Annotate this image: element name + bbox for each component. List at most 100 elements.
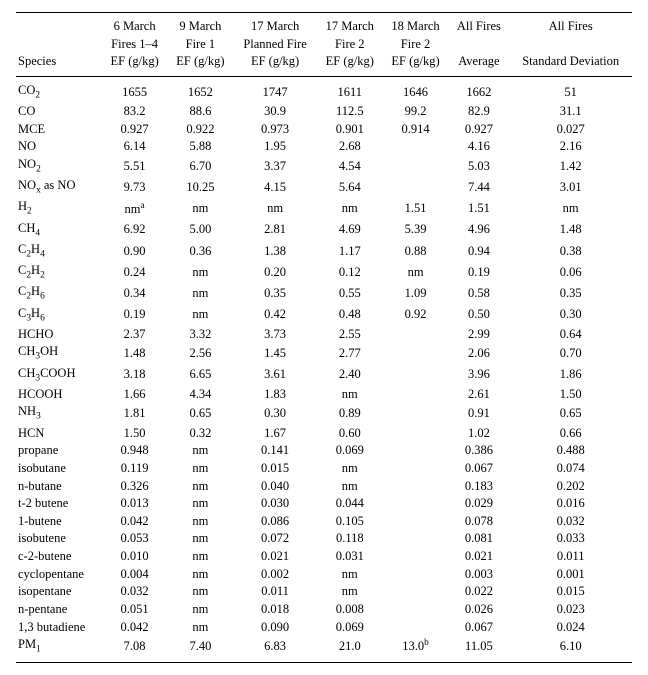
col-header-c1-line1: Fires 1–4: [102, 36, 168, 54]
table-row: isopentane0.032nm0.011nm0.0220.015: [16, 583, 632, 601]
table-row: cyclopentane0.004nm0.002nm0.0030.001: [16, 566, 632, 584]
cell-c3: 0.021: [233, 548, 317, 566]
cell-c7: 6.10: [509, 636, 632, 663]
cell-c6: 5.03: [448, 156, 509, 177]
cell-c4: nm: [317, 478, 383, 496]
cell-c7: 0.38: [509, 241, 632, 262]
cell-c6: 0.94: [448, 241, 509, 262]
cell-c4: nm: [317, 198, 383, 219]
cell-c5: [383, 442, 449, 460]
cell-c4: 0.118: [317, 530, 383, 548]
cell-c6: 0.58: [448, 283, 509, 304]
table-row: isobutene0.053nm0.0720.1180.0810.033: [16, 530, 632, 548]
cell-c4: 21.0: [317, 636, 383, 663]
cell-c2: 2.56: [168, 343, 234, 364]
cell-c6: 0.50: [448, 305, 509, 326]
cell-c7: 0.66: [509, 425, 632, 443]
cell-c2: 7.40: [168, 636, 234, 663]
col-header-c3-line0: 17 March: [233, 13, 317, 36]
table-row: HCHO2.373.323.732.552.990.64: [16, 326, 632, 344]
cell-c3: nm: [233, 198, 317, 219]
table-row: PM17.087.406.8321.013.0b11.056.10: [16, 636, 632, 663]
cell-c6: 0.183: [448, 478, 509, 496]
cell-c5: [383, 548, 449, 566]
cell-c2: 0.65: [168, 403, 234, 424]
col-header-c1-line0: 6 March: [102, 13, 168, 36]
cell-c5: [383, 343, 449, 364]
cell-c6: 0.927: [448, 121, 509, 139]
cell-c2: 4.34: [168, 386, 234, 404]
cell-c3: 0.086: [233, 513, 317, 531]
table-row: C2H20.24nm0.200.12nm0.190.06: [16, 262, 632, 283]
cell-c3: 30.9: [233, 103, 317, 121]
cell-c1: 0.032: [102, 583, 168, 601]
cell-c1: 5.51: [102, 156, 168, 177]
cell-c3: 0.015: [233, 460, 317, 478]
ef-table: 6 March9 March17 March17 March18 MarchAl…: [16, 12, 632, 663]
cell-c7: 0.64: [509, 326, 632, 344]
cell-c1: 0.013: [102, 495, 168, 513]
table-row: 1-butene0.042nm0.0860.1050.0780.032: [16, 513, 632, 531]
cell-c2: nm: [168, 283, 234, 304]
cell-c5: 1646: [383, 76, 449, 103]
cell-c4: nm: [317, 386, 383, 404]
cell-c1: 0.927: [102, 121, 168, 139]
cell-c5: [383, 566, 449, 584]
cell-c4: 0.12: [317, 262, 383, 283]
cell-c4: 0.89: [317, 403, 383, 424]
cell-species: NO: [16, 138, 102, 156]
table-row: n-pentane0.051nm0.0180.0080.0260.023: [16, 601, 632, 619]
col-header-c1-line2: EF (g/kg): [102, 53, 168, 76]
cell-c4: 2.77: [317, 343, 383, 364]
cell-c2: 0.36: [168, 241, 234, 262]
cell-c3: 0.141: [233, 442, 317, 460]
col-header-c3-line2: EF (g/kg): [233, 53, 317, 76]
cell-c2: nm: [168, 198, 234, 219]
cell-c2: nm: [168, 619, 234, 637]
cell-c2: nm: [168, 495, 234, 513]
cell-species: MCE: [16, 121, 102, 139]
cell-c2: nm: [168, 478, 234, 496]
cell-species: PM1: [16, 636, 102, 663]
cell-c6: 0.022: [448, 583, 509, 601]
cell-c5: [383, 326, 449, 344]
cell-c7: 1.42: [509, 156, 632, 177]
cell-c1: 7.08: [102, 636, 168, 663]
cell-c1: 0.326: [102, 478, 168, 496]
cell-c4: 0.105: [317, 513, 383, 531]
table-row: NO6.145.881.952.684.162.16: [16, 138, 632, 156]
cell-c6: 4.96: [448, 220, 509, 241]
cell-c5: [383, 425, 449, 443]
cell-c5: [383, 495, 449, 513]
cell-species: C3H6: [16, 305, 102, 326]
cell-c5: 99.2: [383, 103, 449, 121]
table-row: H2nmanmnmnm1.511.51nm: [16, 198, 632, 219]
cell-species: n-butane: [16, 478, 102, 496]
cell-c6: 2.61: [448, 386, 509, 404]
cell-c3: 1.67: [233, 425, 317, 443]
cell-c7: 0.024: [509, 619, 632, 637]
cell-c7: 31.1: [509, 103, 632, 121]
cell-c5: 5.39: [383, 220, 449, 241]
cell-c3: 1.95: [233, 138, 317, 156]
cell-species: HCN: [16, 425, 102, 443]
col-header-c3-line1: Planned Fire: [233, 36, 317, 54]
cell-c3: 0.20: [233, 262, 317, 283]
cell-c6: 0.386: [448, 442, 509, 460]
cell-c6: 0.026: [448, 601, 509, 619]
cell-species: CH3OH: [16, 343, 102, 364]
cell-c7: 0.488: [509, 442, 632, 460]
cell-c4: 0.069: [317, 619, 383, 637]
table-row: C2H40.900.361.381.170.880.940.38: [16, 241, 632, 262]
cell-c5: 0.92: [383, 305, 449, 326]
cell-c4: 2.68: [317, 138, 383, 156]
cell-c1: 1.81: [102, 403, 168, 424]
cell-c5: [383, 365, 449, 386]
table-row: NO25.516.703.374.545.031.42: [16, 156, 632, 177]
cell-c3: 0.35: [233, 283, 317, 304]
cell-c3: 0.30: [233, 403, 317, 424]
table-row: NOx as NO9.7310.254.155.647.443.01: [16, 177, 632, 198]
table-header: 6 March9 March17 March17 March18 MarchAl…: [16, 13, 632, 77]
table-row: CO83.288.630.9112.599.282.931.1: [16, 103, 632, 121]
cell-species: c-2-butene: [16, 548, 102, 566]
